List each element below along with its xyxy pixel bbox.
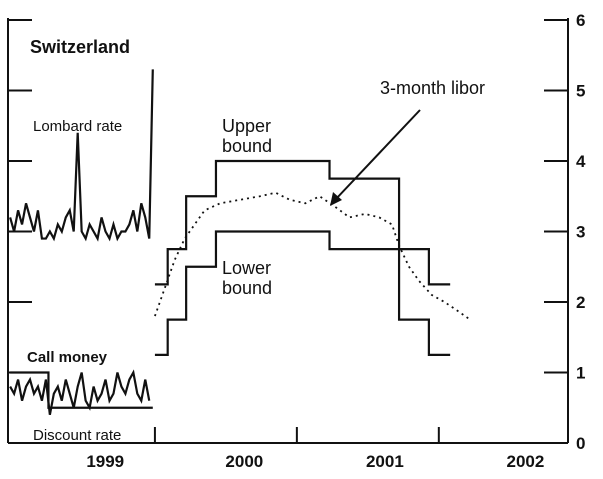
- series-label: Upper bound: [222, 116, 272, 156]
- y-tick-label: 3: [576, 223, 585, 242]
- x-tick-label: 2001: [366, 452, 404, 471]
- series-line: [154, 230, 451, 356]
- series-line: [154, 159, 451, 286]
- series-label: Lombard rate: [33, 118, 122, 135]
- series-line: [9, 69, 154, 242]
- y-tick-label: 5: [576, 82, 585, 101]
- arrow-shaft: [334, 109, 421, 201]
- x-tick-label: 1999: [86, 452, 124, 471]
- series-label: 3-month libor: [380, 78, 485, 98]
- series-line: [10, 371, 153, 409]
- series-line: [9, 369, 151, 416]
- x-tick-label: 2000: [225, 452, 263, 471]
- y-tick-label: 0: [576, 434, 585, 453]
- series-label: Call money: [27, 349, 108, 366]
- x-tick-label: 2002: [507, 452, 545, 471]
- arrow-head: [330, 192, 342, 206]
- chart-title: Switzerland: [30, 37, 130, 57]
- y-tick-label: 1: [576, 364, 585, 383]
- series-label: Lower bound: [222, 258, 272, 298]
- y-tick-label: 6: [576, 11, 585, 30]
- y-tick-label: 2: [576, 293, 585, 312]
- series-label: Discount rate: [33, 427, 121, 444]
- y-tick-label: 4: [576, 152, 586, 171]
- series-line: [154, 191, 471, 321]
